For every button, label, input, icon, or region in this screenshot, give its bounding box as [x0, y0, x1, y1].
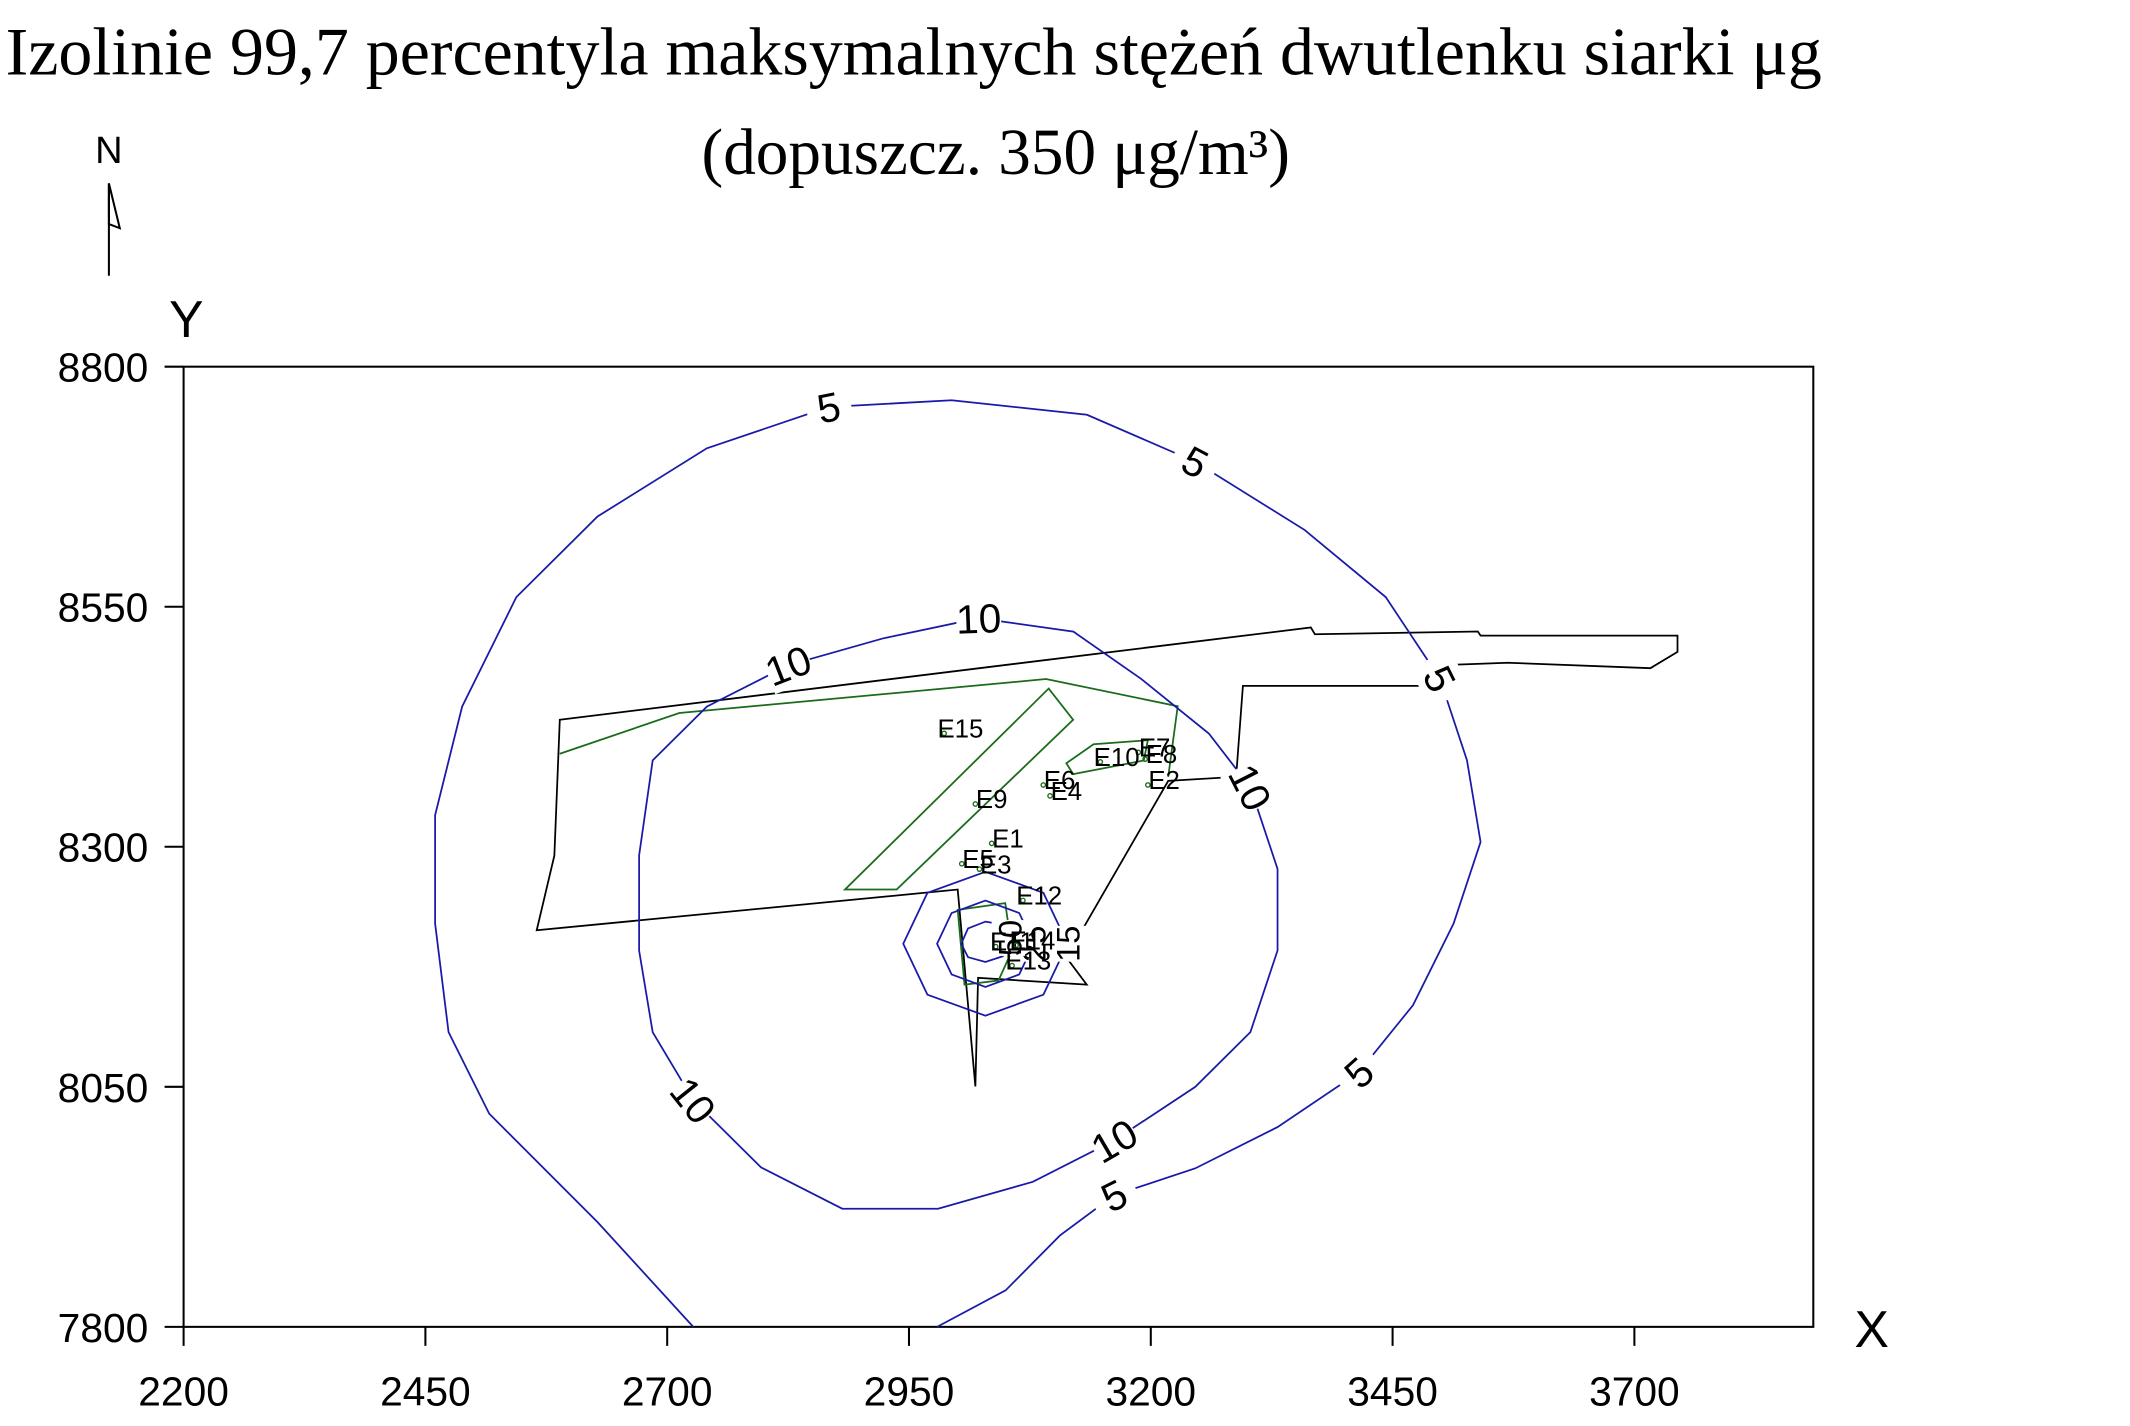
y-tick-label: 8550: [58, 585, 149, 631]
emitter-point: [1047, 792, 1053, 799]
isoline-label-group: 5: [802, 380, 856, 434]
isoline-label: 10: [1219, 757, 1281, 818]
isoline-label-bg: [1049, 925, 1086, 962]
north-label: N: [95, 130, 122, 172]
emitter-label: E3: [980, 851, 1012, 879]
isoline-label-bg: [802, 380, 856, 434]
chart-subtitle: (dopuszcz. 350 μg/m³): [702, 117, 1290, 189]
isoline-label-bg: [1220, 757, 1281, 818]
emitter-point: [1040, 782, 1047, 788]
isoline-label: 10: [759, 636, 818, 695]
x-axis-label: X: [1854, 1300, 1888, 1358]
isoline: [936, 899, 1035, 988]
isoline-label-group: 50: [991, 920, 1028, 956]
emitter-point: [992, 943, 999, 950]
emitter-point: [1135, 749, 1142, 756]
emitter-label: E13: [1005, 948, 1051, 976]
y-tick-label: 7800: [58, 1305, 149, 1351]
isoline: [902, 870, 1069, 1017]
isoline-label-bg: [1164, 431, 1226, 493]
isoline-label: 15: [1049, 926, 1086, 962]
emitter-label: E14: [1009, 927, 1055, 955]
isoline: [434, 399, 1482, 1328]
isoline-label-group: 5: [1083, 1165, 1145, 1226]
emitter-label: E2: [1148, 767, 1180, 795]
emitter-label: E6: [1044, 767, 1076, 795]
isoline-label-bg: [661, 1068, 725, 1132]
isoline-label-bg: [1409, 648, 1471, 709]
emitter-point: [1142, 756, 1148, 763]
isoline-label-bg: [991, 920, 1028, 956]
isoline-label-group: 15: [1049, 926, 1086, 962]
isoline-label-group: 5: [1327, 1040, 1391, 1105]
emitter-label: E5: [962, 846, 994, 874]
isoline-label-group: 5: [1409, 648, 1471, 709]
emitter-point: [976, 866, 983, 873]
isoline-label-bg: [1083, 1109, 1145, 1172]
emitter-point: [1020, 897, 1026, 904]
emitter-point: [1144, 782, 1151, 788]
isoline: [638, 617, 1279, 1210]
isoline-label-bg: [1083, 1165, 1145, 1226]
north-arrow: [107, 183, 122, 276]
emitter-point: [988, 840, 995, 847]
x-tick-label: 2450: [380, 1369, 471, 1415]
x-tick-label: 3450: [1347, 1369, 1438, 1415]
emitter-point: [1009, 962, 1015, 969]
y-tick-label: 8050: [58, 1065, 149, 1111]
y-tick-label: 8800: [58, 345, 149, 391]
emitter-point: [1013, 942, 1019, 949]
emitter-point: [958, 860, 965, 867]
isoline-label-group: 10: [759, 636, 818, 695]
isoline-label: 10: [1083, 1110, 1145, 1173]
isoline-label-bg: [759, 636, 818, 695]
x-tick-label: 2700: [622, 1369, 713, 1415]
isoline-label-group: 10: [1219, 757, 1281, 818]
chart-title: Izolinie 99,7 percentyla maksymalnych st…: [6, 14, 1822, 90]
y-tick-label: 8300: [58, 825, 149, 871]
isoline-label-group: 10: [1083, 1110, 1145, 1173]
emitter-point: [941, 730, 947, 737]
emitter-point: [1097, 759, 1104, 765]
isoline-label-bg: [955, 595, 1002, 642]
isoline-label-bg: [1327, 1040, 1391, 1105]
isoline-label-group: 5: [1164, 431, 1226, 493]
emitter-label: E1: [992, 825, 1024, 853]
x-tick-label: 2200: [138, 1369, 229, 1415]
x-tick-label: 3200: [1105, 1369, 1196, 1415]
x-tick-label: 3700: [1589, 1369, 1680, 1415]
emitter-label: E12: [1016, 882, 1062, 910]
isoline-label: 50: [991, 920, 1028, 956]
isoline-label: 10: [955, 595, 1002, 643]
emitter-label: E15: [937, 715, 983, 743]
x-tick-label: 2950: [864, 1369, 955, 1415]
emitter-label: E8: [1146, 741, 1178, 769]
emitter-label: E4: [1051, 778, 1083, 806]
emitter-label: E11: [990, 929, 1034, 957]
emitter-label: E10: [1094, 744, 1140, 772]
y-axis-label: Y: [169, 290, 203, 348]
emitter-label: E9: [976, 786, 1008, 814]
isoline-label-group: 10: [955, 595, 1002, 643]
plot-area: 555551010101010152550E1E2E3E4E5E6E7E8E9E…: [434, 380, 1482, 1328]
site-boundary: [535, 626, 1679, 1087]
emitter-point: [972, 801, 979, 807]
